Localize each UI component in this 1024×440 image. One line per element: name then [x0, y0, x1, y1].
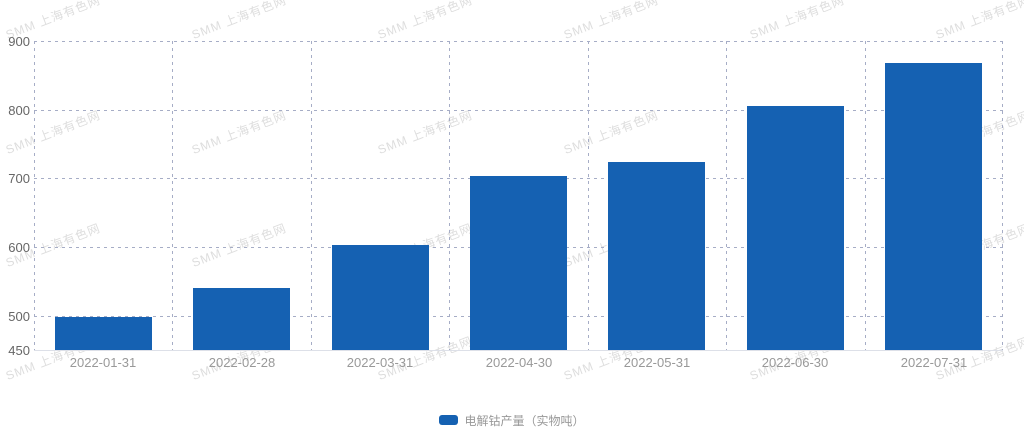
x-axis-tick-label: 2022-01-31	[69, 355, 137, 370]
y-axis-tick-label: 700	[8, 171, 30, 186]
watermark: SMM 上海有色网	[747, 0, 847, 42]
y-axis-tick-label: 600	[8, 240, 30, 255]
gridline-vertical	[588, 41, 589, 350]
gridline-vertical	[1002, 41, 1003, 350]
watermark: SMM 上海有色网	[561, 0, 661, 42]
gridline-vertical	[449, 41, 450, 350]
x-axis-tick-label: 2022-04-30	[485, 355, 553, 370]
x-axis-tick-label: 2022-07-31	[900, 355, 968, 370]
x-axis-tick-label: 2022-02-28	[208, 355, 276, 370]
legend-swatch-icon	[439, 415, 459, 425]
gridline-vertical	[865, 41, 866, 350]
legend-label: 电解钴产量（实物吨）	[464, 413, 585, 428]
gridline-vertical	[172, 41, 173, 350]
gridline-horizontal	[34, 109, 1003, 111]
x-axis-tick-label: 2022-06-30	[761, 355, 829, 370]
gridline-horizontal	[34, 41, 1003, 42]
bar-2022-04-30[interactable]	[470, 176, 567, 350]
bar-2022-05-31[interactable]	[608, 162, 705, 350]
bar-2022-06-30[interactable]	[747, 106, 844, 350]
x-axis-line	[34, 350, 1003, 351]
gridline-vertical	[726, 41, 727, 350]
watermark: SMM 上海有色网	[375, 0, 475, 42]
bar-2022-07-31[interactable]	[885, 63, 982, 350]
watermark: SMM 上海有色网	[189, 0, 289, 42]
plot-area	[34, 41, 1003, 351]
gridline-vertical	[34, 41, 35, 350]
bar-2022-03-31[interactable]	[332, 245, 429, 350]
y-axis-tick-label: 900	[8, 34, 30, 49]
y-axis-tick-label: 450	[8, 343, 30, 358]
bar-2022-01-31[interactable]	[55, 317, 152, 350]
bar-2022-02-28[interactable]	[193, 288, 290, 350]
y-axis-tick-label: 800	[8, 103, 30, 118]
x-axis-tick-label: 2022-05-31	[623, 355, 691, 370]
legend-item[interactable]: 电解钴产量（实物吨）	[0, 410, 1024, 430]
y-axis-tick-label: 500	[8, 309, 30, 324]
x-axis-tick-label: 2022-03-31	[346, 355, 414, 370]
watermark: SMM 上海有色网	[933, 0, 1024, 42]
gridline-vertical	[311, 41, 312, 350]
